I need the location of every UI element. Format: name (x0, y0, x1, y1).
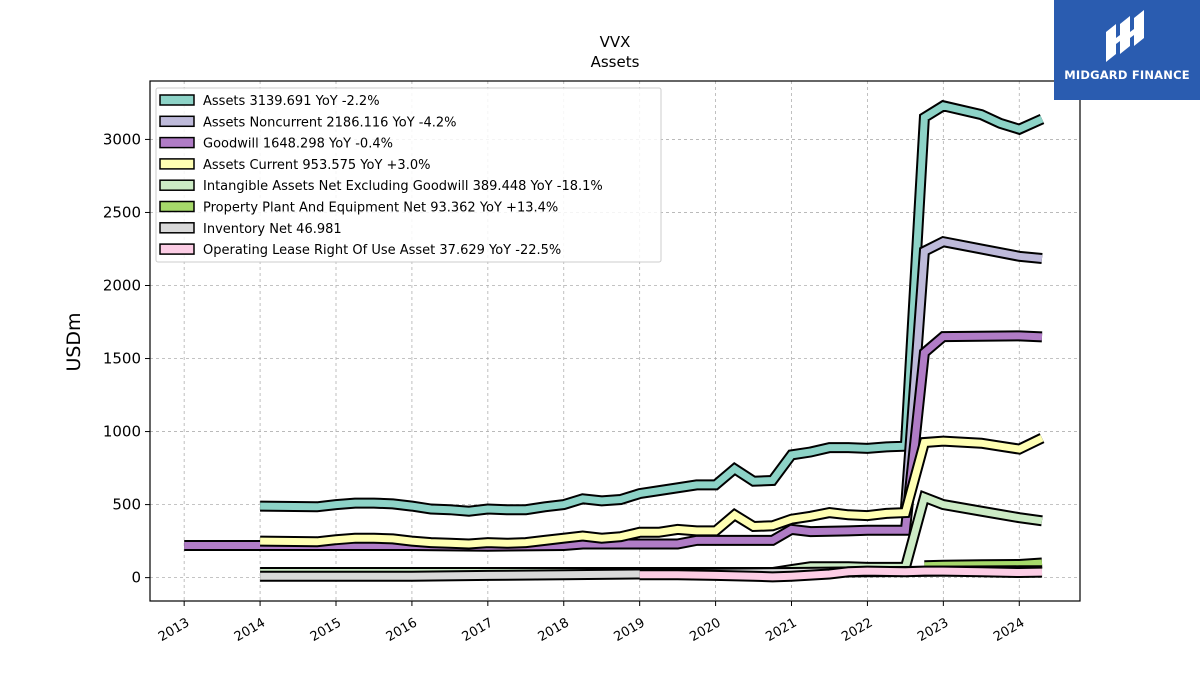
series-assets-noncurrent (899, 235, 1043, 510)
y-tick-label: 2500 (103, 203, 141, 221)
series-line (924, 559, 1043, 570)
legend-entry: Assets 3139.691 YoY -2.2% (203, 94, 380, 109)
x-tick-label: 2018 (536, 615, 572, 645)
legend-swatch (159, 115, 195, 128)
x-tick-label: 2016 (384, 615, 420, 645)
y-axis: 0 500 1000 1500 2000 2500 3000 (103, 130, 150, 587)
y-axis-label: USDm (63, 312, 85, 371)
series-line (260, 434, 1044, 548)
legend-box (155, 87, 662, 263)
y-tick-label: 2000 (103, 276, 141, 294)
y-tick-label: 3000 (103, 130, 141, 148)
legend-swatch (159, 243, 195, 255)
series-assets-current (260, 433, 1045, 550)
brand-logo: MIDGARD FINANCE (1054, 0, 1200, 100)
y-tick-label: 0 (131, 569, 141, 587)
series-operating-lease-right-of-use-asset (639, 565, 1043, 583)
legend-entry: Assets Noncurrent 2186.116 YoY -4.2% (203, 115, 457, 130)
x-tick-label: 2015 (308, 615, 344, 645)
legend: Assets 3139.691 YoY -2.2% Assets Noncurre… (155, 87, 662, 263)
legend-swatch (159, 222, 195, 234)
x-tick-label: 2022 (839, 615, 875, 645)
legend-swatch (159, 94, 195, 106)
legend-entry: Operating Lease Right Of Use Asset 37.62… (203, 243, 561, 258)
x-axis: 2013 2014 2015 2016 2017 2018 2019 2020 2021 2022… (156, 601, 1027, 645)
legend-entry: Intangible Assets Net Excluding Goodwill… (203, 179, 603, 194)
y-tick-label: 500 (112, 496, 141, 514)
legend-entry: Assets Current 953.575 YoY +3.0% (203, 158, 430, 173)
x-tick-label: 2014 (232, 615, 268, 645)
legend-entry: Goodwill 1648.298 YoY -0.4% (203, 137, 393, 152)
x-tick-label: 2024 (991, 615, 1027, 645)
legend-swatch (159, 200, 195, 213)
series-assets (260, 99, 1045, 517)
x-tick-label: 2017 (460, 615, 496, 645)
brand-name: MIDGARD FINANCE (1064, 68, 1190, 82)
y-tick-label: 1500 (103, 350, 141, 368)
x-tick-label: 2013 (156, 615, 192, 645)
series-line (639, 567, 1043, 581)
x-tick-label: 2020 (687, 615, 723, 645)
plot-frame (149, 80, 1081, 602)
series-line (901, 238, 1043, 510)
x-tick-label: 2023 (915, 615, 951, 645)
chart-subtitle: Assets (591, 53, 640, 71)
midgard-logo-icon (1106, 10, 1144, 62)
legend-entry: Inventory Net 46.981 (203, 222, 342, 237)
legend-swatch (159, 179, 195, 191)
legend-swatch (159, 136, 195, 149)
x-tick-label: 2019 (612, 615, 648, 645)
chart-title: VVX (600, 33, 631, 51)
legend-entry: Property Plant And Equipment Net 93.362 … (203, 201, 558, 216)
series-property-plant-and-equipment-net (924, 557, 1043, 572)
y-tick-label: 1000 (103, 423, 141, 441)
series-line (260, 102, 1044, 515)
series-layer (184, 99, 1045, 583)
legend-swatch (159, 158, 195, 170)
x-tick-label: 2021 (763, 615, 799, 645)
